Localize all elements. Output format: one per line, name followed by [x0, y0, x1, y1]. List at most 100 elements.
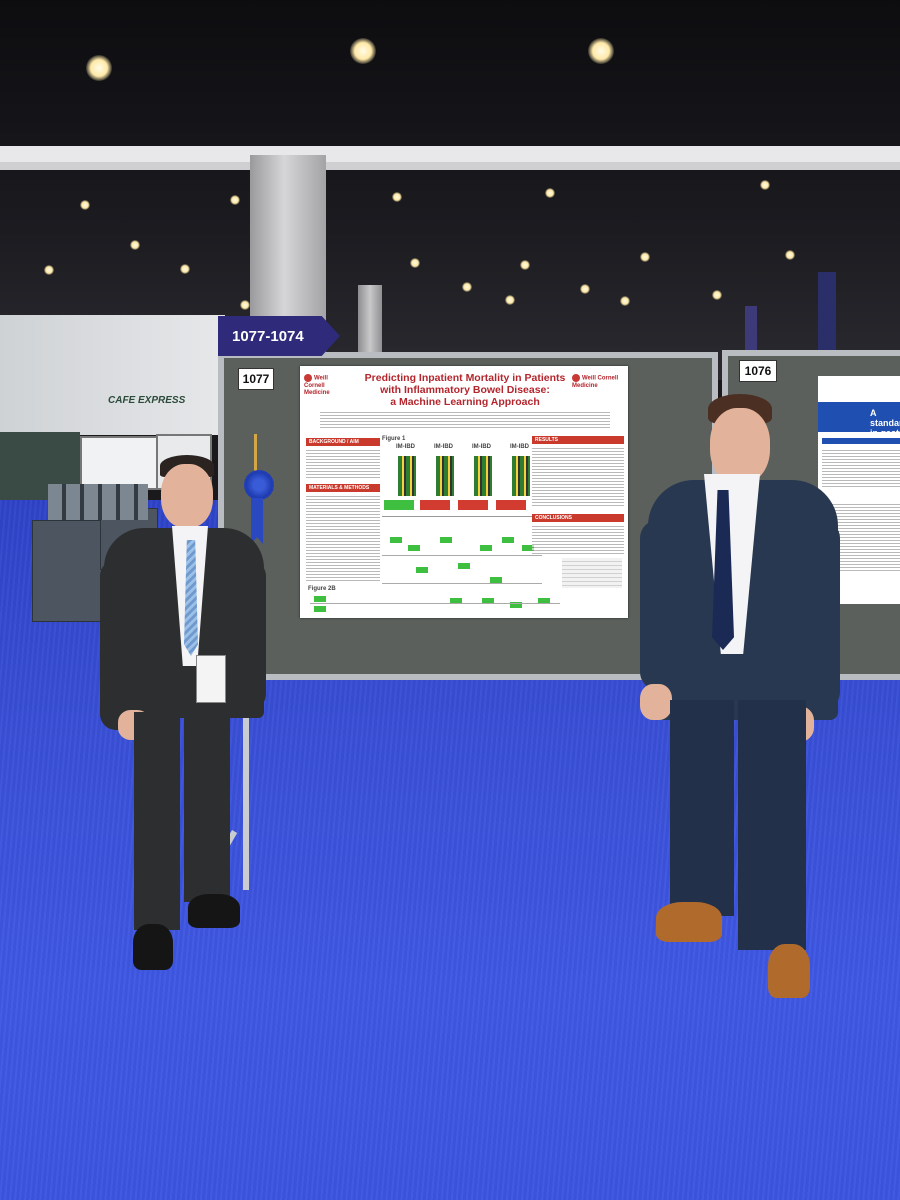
shoe	[768, 944, 810, 998]
ceiling-light	[80, 200, 90, 210]
heatmap-panel	[474, 456, 492, 496]
tree-edge	[382, 555, 542, 556]
tree-node	[522, 545, 534, 551]
bottom-tree	[310, 594, 560, 614]
left-arm	[640, 520, 680, 690]
right-leg	[738, 700, 806, 950]
results-table	[562, 558, 622, 588]
award-ribbon-tail	[251, 498, 263, 544]
ceiling-light	[86, 55, 112, 81]
tree-node	[538, 598, 550, 604]
tree-node	[314, 606, 326, 612]
tree-node	[390, 537, 402, 543]
aisle-sign-text: 1077-1074	[232, 327, 304, 345]
neighbor-poster-text	[822, 448, 900, 488]
banner	[745, 306, 757, 352]
tree-edge	[310, 603, 560, 604]
poster-title-line: Predicting Inpatient Mortality in Patien…	[364, 372, 566, 384]
left-leg	[134, 712, 180, 930]
tree-edge	[382, 583, 542, 584]
ceiling-light	[350, 38, 376, 64]
section-header: RESULTS	[532, 436, 624, 444]
tie	[712, 490, 734, 650]
result-bar	[458, 500, 488, 510]
ceiling-beam	[0, 146, 900, 162]
tree-node	[502, 537, 514, 543]
background-poster	[80, 436, 159, 490]
seal-icon	[304, 374, 312, 382]
logo-weill-cornell-left: Weill Cornell Medicine	[304, 374, 350, 397]
tree-node	[510, 602, 522, 608]
right-arm	[232, 560, 266, 710]
result-bar	[384, 500, 414, 510]
result-bar	[420, 500, 450, 510]
ceiling-light	[410, 258, 420, 268]
panel-label: IM-IBD	[434, 444, 453, 450]
booth-number-tag: 1077	[238, 368, 274, 390]
ceiling-light	[712, 290, 722, 300]
tree-node	[458, 563, 470, 569]
heatmap-panel	[512, 456, 530, 496]
section-header: CONCLUSIONS	[532, 514, 624, 522]
authors-text-lines	[320, 410, 610, 428]
ribbon-pin	[254, 434, 257, 472]
tree-node	[416, 567, 428, 573]
logo-text: Weill Cornell Medicine	[572, 375, 619, 389]
logo-text: Weill Cornell Medicine	[304, 375, 330, 396]
tree-node	[450, 598, 462, 604]
seal-icon	[572, 374, 580, 382]
ceiling-light	[580, 284, 590, 294]
panel-label: IM-IBD	[510, 444, 529, 450]
ceiling-light	[240, 300, 250, 310]
ceiling-light	[392, 192, 402, 202]
left-arm	[100, 560, 134, 730]
result-bar	[496, 500, 526, 510]
poster-title-line: with Inflammatory Bowel Disease:	[380, 384, 550, 396]
logo-weill-cornell-right: Weill Cornell Medicine	[572, 374, 626, 390]
decision-tree	[382, 516, 542, 612]
shoe	[656, 902, 722, 942]
panel-label: IM-IBD	[396, 444, 415, 450]
ceiling-light	[620, 296, 630, 306]
ceiling-light	[130, 240, 140, 250]
bin-lids	[48, 484, 148, 520]
shoe	[188, 894, 240, 928]
tie	[184, 540, 198, 656]
panel-label: IM-IBD	[472, 444, 491, 450]
ceiling-light	[588, 38, 614, 64]
tree-node	[440, 537, 452, 543]
figure-label: Figure 2B	[308, 586, 336, 592]
ceiling-light	[505, 295, 515, 305]
section-text	[532, 524, 624, 554]
right-leg	[184, 712, 230, 902]
section-header: MATERIALS & METHODS	[306, 484, 380, 492]
award-ribbon	[244, 470, 274, 500]
research-poster: Weill Cornell Medicine Weill Cornell Med…	[300, 366, 628, 618]
ceiling-light	[180, 264, 190, 274]
booth-number-tag: 1076	[739, 360, 777, 382]
hall-wall	[0, 315, 225, 435]
left-leg	[670, 700, 734, 916]
name-badge	[196, 655, 226, 703]
ceiling-light	[230, 195, 240, 205]
hand	[640, 684, 672, 720]
ceiling-light	[545, 188, 555, 198]
ceiling-beam-shadow	[0, 162, 900, 170]
ceiling-light	[520, 260, 530, 270]
poster-title-line: a Machine Learning Approach	[390, 396, 540, 408]
tree-node	[408, 545, 420, 551]
poster-authors	[320, 410, 610, 428]
figure-label: Figure 1	[382, 436, 406, 442]
neighbor-poster-section	[822, 438, 900, 444]
neighbor-poster-title: A standar in gastro	[870, 408, 900, 438]
tree-node	[480, 545, 492, 551]
right-arm	[796, 520, 840, 710]
section-header: BACKGROUND / AIM	[306, 438, 380, 446]
ceiling-light	[760, 180, 770, 190]
section-text	[532, 446, 624, 508]
tree-node	[490, 577, 502, 583]
poster-title: Predicting Inpatient Mortality in Patien…	[340, 372, 590, 408]
ceiling-light	[640, 252, 650, 262]
cafe-sign: CAFE EXPRESS	[108, 395, 186, 406]
tree-node	[314, 596, 326, 602]
